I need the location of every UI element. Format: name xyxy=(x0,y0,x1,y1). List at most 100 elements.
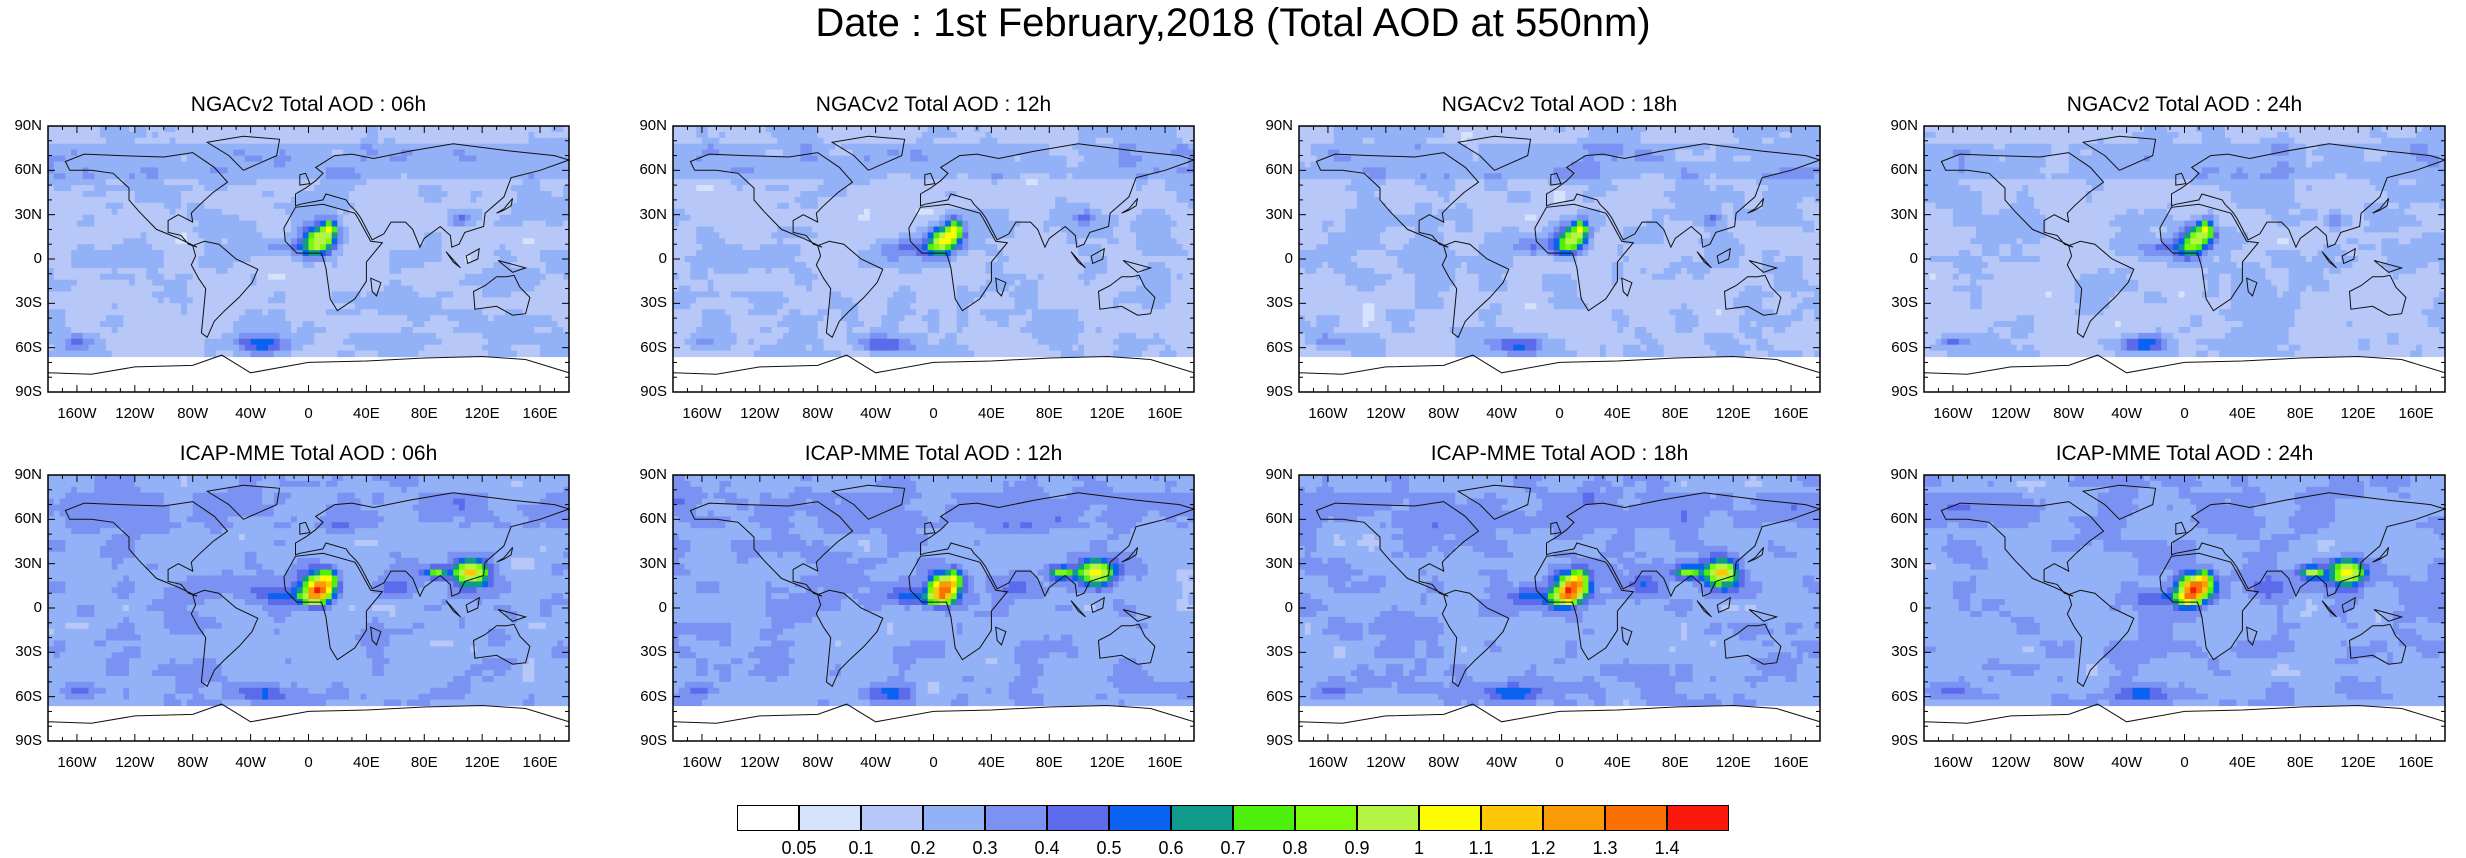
lat-tick-label: 30S xyxy=(1878,295,1918,311)
lat-tick-label: 60N xyxy=(1878,511,1918,527)
colorbar-swatch xyxy=(985,805,1047,831)
colorbar-label: 0.2 xyxy=(893,838,953,858)
lon-tick-label: 80W xyxy=(163,755,223,771)
lon-tick-label: 160W xyxy=(1923,755,1983,771)
lat-tick-label: 30N xyxy=(1878,556,1918,572)
lon-tick-label: 80E xyxy=(1645,406,1705,422)
panel-title: ICAP-MME Total AOD : 12h xyxy=(673,442,1194,466)
colorbar-label: 1.2 xyxy=(1513,838,1573,858)
lon-tick-label: 160E xyxy=(1135,406,1195,422)
aod-map xyxy=(1299,126,1820,392)
lat-tick-label: 30N xyxy=(2,207,42,223)
lat-tick-label: 0 xyxy=(1253,251,1293,267)
colorbar-label: 1.3 xyxy=(1575,838,1635,858)
lon-tick-label: 120E xyxy=(2328,406,2388,422)
lon-tick-label: 160E xyxy=(1135,755,1195,771)
lat-tick-label: 0 xyxy=(1253,600,1293,616)
lat-tick-label: 30N xyxy=(1253,207,1293,223)
lat-tick-label: 30N xyxy=(2,556,42,572)
colorbar-label: 0.4 xyxy=(1017,838,1077,858)
lon-tick-label: 120E xyxy=(1077,406,1137,422)
aod-map xyxy=(673,126,1194,392)
lat-tick-label: 60S xyxy=(1878,689,1918,705)
aod-map xyxy=(1299,475,1820,741)
lon-tick-label: 80W xyxy=(2039,406,2099,422)
lon-tick-label: 40E xyxy=(1587,406,1647,422)
lon-tick-label: 40W xyxy=(221,755,281,771)
aod-field xyxy=(1299,126,1821,357)
lat-tick-label: 0 xyxy=(627,251,667,267)
lon-tick-label: 0 xyxy=(2155,406,2215,422)
lon-tick-label: 120E xyxy=(452,406,512,422)
lat-tick-label: 30N xyxy=(627,556,667,572)
lat-tick-label: 30S xyxy=(1878,644,1918,660)
lon-tick-label: 80E xyxy=(1645,755,1705,771)
lat-tick-label: 60N xyxy=(2,511,42,527)
lat-tick-label: 90S xyxy=(627,384,667,400)
lat-tick-label: 0 xyxy=(1878,600,1918,616)
lat-tick-label: 60N xyxy=(1878,162,1918,178)
lon-tick-label: 120W xyxy=(730,406,790,422)
lat-tick-label: 90N xyxy=(1878,118,1918,134)
panel-title: ICAP-MME Total AOD : 18h xyxy=(1299,442,1820,466)
lon-tick-label: 120E xyxy=(1703,755,1763,771)
lat-tick-label: 90N xyxy=(1253,467,1293,483)
lon-tick-label: 0 xyxy=(2155,755,2215,771)
lat-tick-label: 30N xyxy=(627,207,667,223)
lat-tick-label: 90S xyxy=(627,733,667,749)
colorbar-label: 1 xyxy=(1389,838,1449,858)
lat-tick-label: 90S xyxy=(1253,733,1293,749)
lat-tick-label: 90S xyxy=(1878,733,1918,749)
colorbar-swatch xyxy=(737,805,799,831)
lat-tick-label: 90S xyxy=(2,733,42,749)
panel-title: NGACv2 Total AOD : 24h xyxy=(1924,93,2445,117)
lon-tick-label: 120E xyxy=(1077,755,1137,771)
lat-tick-label: 60N xyxy=(1253,162,1293,178)
panel-title: NGACv2 Total AOD : 06h xyxy=(48,93,569,117)
lon-tick-label: 40W xyxy=(846,755,906,771)
colorbar-swatch xyxy=(1047,805,1109,831)
lat-tick-label: 30S xyxy=(2,644,42,660)
lon-tick-label: 80W xyxy=(1414,406,1474,422)
aod-field xyxy=(673,126,1195,357)
lat-tick-label: 0 xyxy=(1878,251,1918,267)
lon-tick-label: 160W xyxy=(47,755,107,771)
panel-title: ICAP-MME Total AOD : 24h xyxy=(1924,442,2445,466)
lat-tick-label: 60S xyxy=(1253,340,1293,356)
lon-tick-label: 120W xyxy=(730,755,790,771)
lat-tick-label: 90N xyxy=(1878,467,1918,483)
lat-tick-label: 60S xyxy=(627,689,667,705)
aod-field xyxy=(673,475,1195,706)
lon-tick-label: 40E xyxy=(336,755,396,771)
lat-tick-label: 30S xyxy=(2,295,42,311)
lon-tick-label: 0 xyxy=(904,755,964,771)
colorbar-label: 1.1 xyxy=(1451,838,1511,858)
colorbar-label: 0.9 xyxy=(1327,838,1387,858)
lat-tick-label: 30S xyxy=(1253,644,1293,660)
lat-tick-label: 60S xyxy=(1878,340,1918,356)
lon-tick-label: 0 xyxy=(1530,755,1590,771)
lat-tick-label: 30N xyxy=(1878,207,1918,223)
lon-tick-label: 0 xyxy=(279,755,339,771)
lon-tick-label: 40W xyxy=(2097,406,2157,422)
lat-tick-label: 90N xyxy=(1253,118,1293,134)
lon-tick-label: 40E xyxy=(961,406,1021,422)
lat-tick-label: 0 xyxy=(627,600,667,616)
colorbar-swatch xyxy=(1605,805,1667,831)
colorbar-swatch xyxy=(1481,805,1543,831)
lon-tick-label: 40E xyxy=(961,755,1021,771)
lon-tick-label: 0 xyxy=(279,406,339,422)
aod-map xyxy=(1924,126,2445,392)
aod-field xyxy=(48,475,570,706)
lat-tick-label: 90S xyxy=(2,384,42,400)
lon-tick-label: 120E xyxy=(1703,406,1763,422)
lon-tick-label: 160W xyxy=(1298,406,1358,422)
aod-map xyxy=(673,475,1194,741)
colorbar-swatch xyxy=(1419,805,1481,831)
lon-tick-label: 120W xyxy=(1981,406,2041,422)
lon-tick-label: 160E xyxy=(1761,406,1821,422)
colorbar-swatch xyxy=(1233,805,1295,831)
lon-tick-label: 120W xyxy=(1356,755,1416,771)
colorbar-label: 0.5 xyxy=(1079,838,1139,858)
lon-tick-label: 40E xyxy=(2212,406,2272,422)
